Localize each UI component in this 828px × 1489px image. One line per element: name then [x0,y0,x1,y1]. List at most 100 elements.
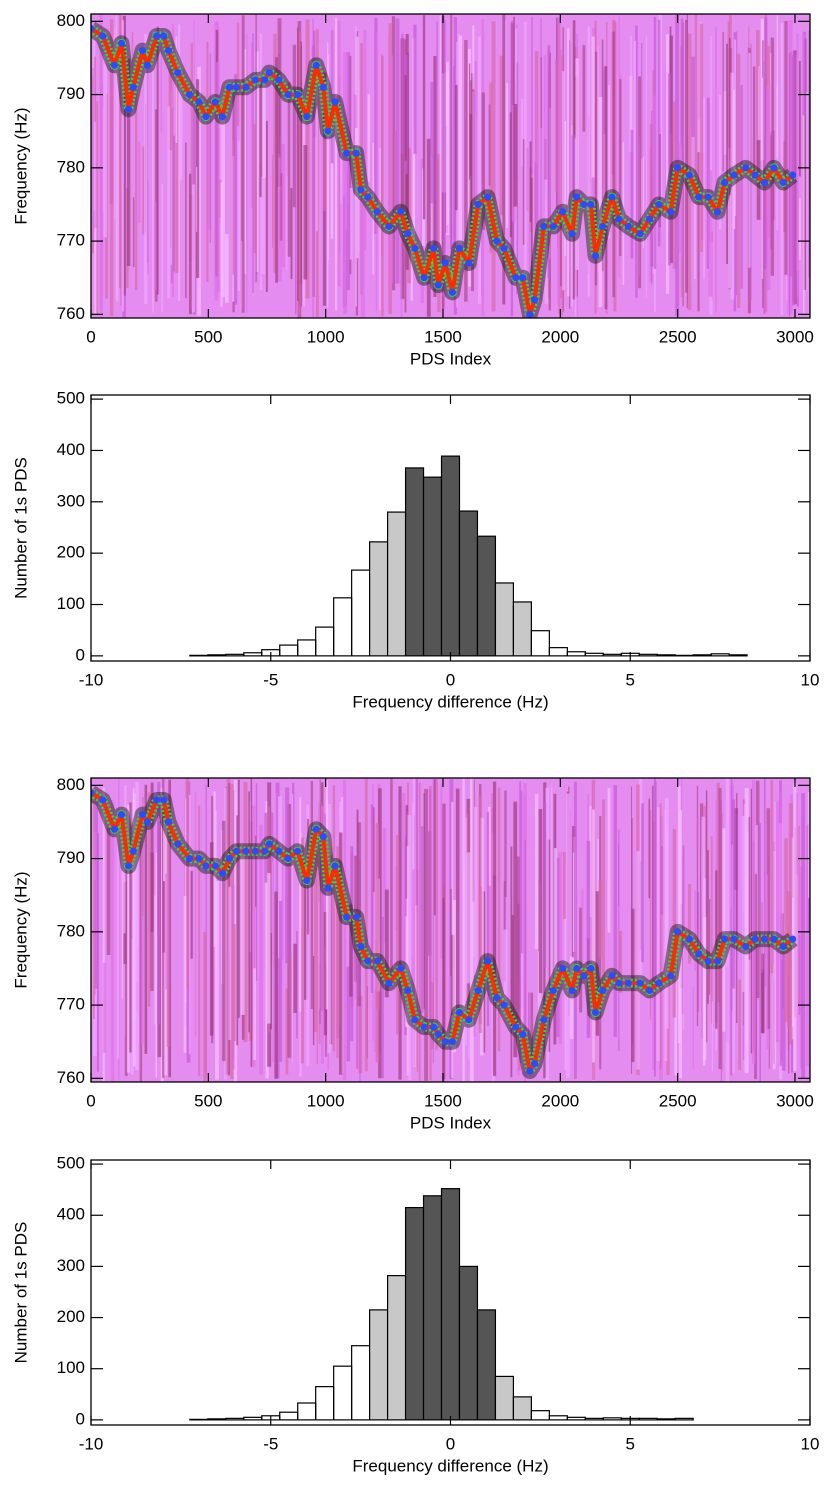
spectrogram-texture [645,36,648,297]
histogram-bar [279,644,299,657]
spectrogram-texture [502,14,506,305]
spectrogram-texture [296,931,298,1039]
spectrogram-texture [513,16,515,180]
spectrogram-texture [455,85,458,211]
spectrogram-texture [682,948,685,1030]
spectrogram-texture [291,794,294,1063]
histogram-bar [548,1415,568,1421]
spectrogram-texture [109,19,114,316]
spectrogram-texture [167,106,170,299]
track-point [530,296,539,304]
spectrogram-texture [216,61,220,292]
spectrogram-texture [522,139,526,245]
spectrogram-texture [94,228,98,314]
spectrogram-texture [348,188,353,260]
spectrogram-texture [735,31,738,296]
spectrogram-texture [236,22,240,126]
spectrogram-texture [652,822,656,1071]
spectrogram-texture [426,138,431,317]
spectrogram-texture [528,224,531,301]
spectrogram-texture [679,810,682,1079]
spectrogram-texture [253,124,257,254]
spectrogram-texture [641,43,643,159]
spectrogram-texture [723,91,727,155]
spectrogram-texture [776,15,779,158]
spectrogram-texture [455,788,460,1027]
spectrogram-texture [196,167,198,232]
track-point [164,47,173,55]
x-tick-label: -5 [263,670,278,689]
y-tick-label: 500 [57,389,85,408]
spectrogram-texture [682,845,685,1015]
y-tick-label: 400 [57,1205,85,1224]
spectrogram-texture [287,803,292,1058]
spectrogram-texture [718,94,722,230]
track-point [139,811,147,819]
x-tick-label: 1500 [424,1091,462,1110]
track-point [720,178,729,187]
spectrogram-texture [748,53,752,268]
spectrogram-texture [692,986,694,1070]
spectrogram-texture [279,900,283,1062]
spectrogram-texture [788,19,793,314]
track-point [110,825,119,833]
spectrogram-texture [566,793,570,1079]
spectrogram-texture [595,891,600,1036]
spectrogram-texture [472,25,475,90]
spectrogram-texture [259,824,263,1075]
histogram-bar [656,1418,676,1421]
spectrogram-texture [737,53,741,308]
x-axis-label: Frequency difference (Hz) [352,1456,548,1475]
track-point [117,39,126,47]
spectrogram-texture [286,175,288,270]
spectrogram-texture [489,807,494,990]
spectrogram-texture [93,800,95,1020]
track-point [568,230,576,238]
spectrogram-texture [185,778,190,988]
x-tick-label: 0 [446,670,455,689]
track-point [645,986,654,995]
histogram-bar [512,601,532,657]
spectrogram-texture [555,59,557,192]
spectrogram-texture [656,807,660,1062]
track-point [373,957,381,965]
spectrogram-texture [612,31,616,298]
spectrogram-texture [710,36,712,256]
track-point [293,847,302,855]
spectrogram-texture [770,37,775,276]
spectrogram-texture [766,808,771,1030]
spectrogram-texture [360,190,365,318]
track-point [685,935,693,943]
track-point [319,833,327,841]
track-point [587,200,595,209]
track-point [779,942,787,951]
spectrogram-texture [259,81,263,198]
spectrogram-texture [381,916,384,1079]
spectrogram-texture [251,805,256,1068]
track-point [124,862,133,870]
spectrogram-texture [412,869,415,996]
spectrogram-texture [452,899,456,1053]
spectrogram-texture [635,25,638,298]
spectrogram-texture [141,823,144,1045]
histogram-bar [476,1309,497,1421]
spectrogram-texture [716,782,720,1003]
track-point [519,274,527,282]
track-point [232,847,241,855]
track-point [397,964,405,973]
histogram-bar [476,535,497,657]
spectrogram-texture [773,841,775,1064]
spectrogram-texture [152,30,154,313]
spectrogram-texture [586,840,591,1038]
track-point [160,796,168,804]
spectrogram-texture [372,783,374,1041]
spectrogram-texture [215,810,217,970]
spectrogram-texture [332,785,336,1052]
spectrogram-texture [535,82,538,240]
track-point [331,862,339,870]
spectrogram-texture [372,807,375,893]
track-point [251,76,259,84]
y-tick-label: 760 [57,1068,85,1087]
spectrogram-texture [466,852,471,984]
